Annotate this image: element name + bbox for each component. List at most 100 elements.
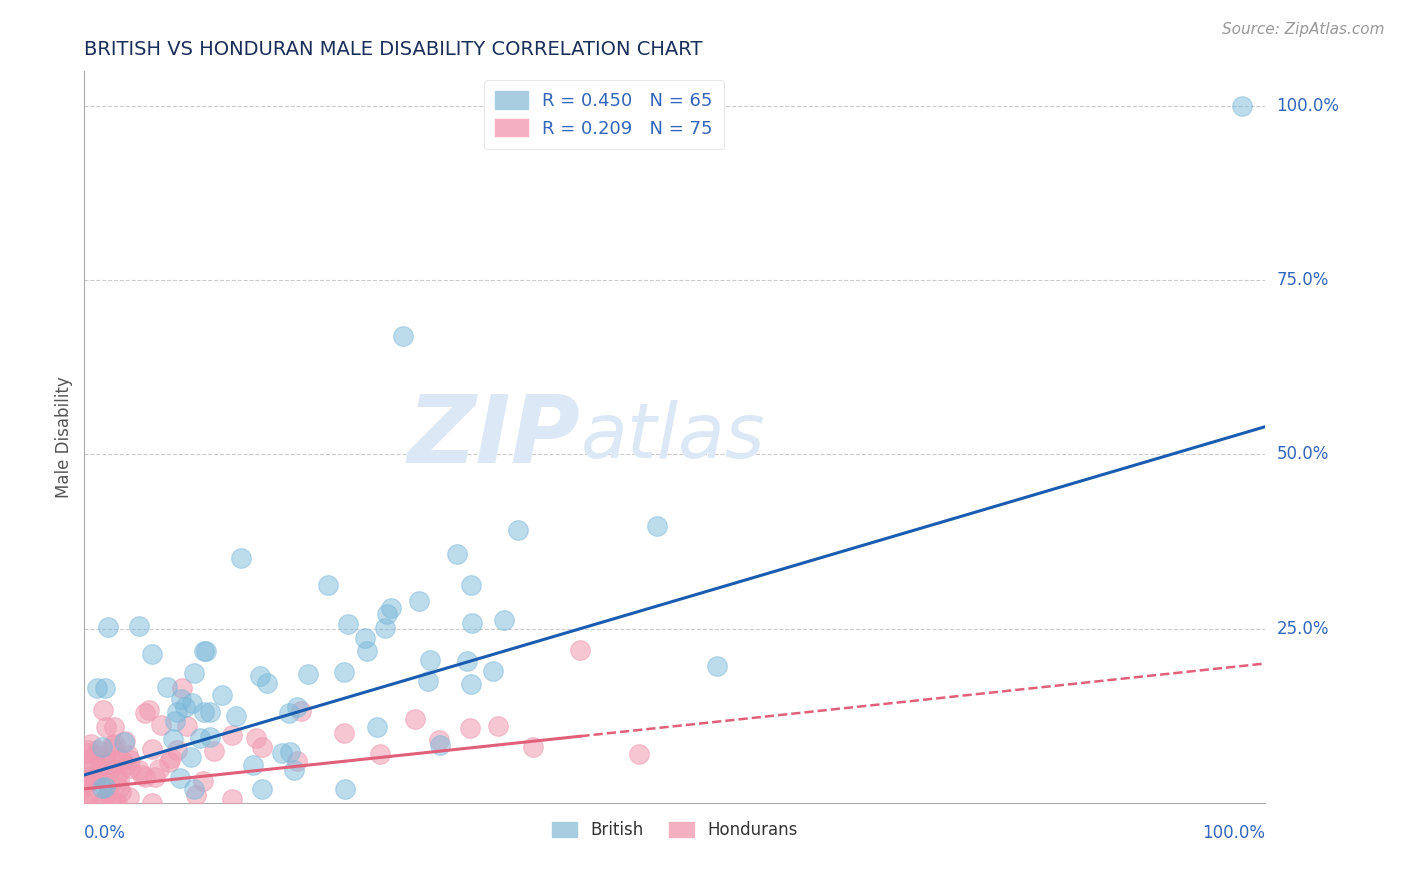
Point bbox=[188, 731, 211, 746]
Point bbox=[183, 781, 205, 796]
Point bbox=[458, 721, 481, 735]
Point bbox=[90, 796, 112, 810]
Text: 100.0%: 100.0% bbox=[1277, 97, 1340, 115]
Point bbox=[94, 751, 117, 765]
Point bbox=[506, 523, 529, 537]
Text: 25.0%: 25.0% bbox=[1277, 620, 1329, 638]
Point bbox=[134, 770, 156, 784]
Point bbox=[290, 705, 312, 719]
Point bbox=[180, 750, 202, 764]
Text: 100.0%: 100.0% bbox=[1202, 823, 1265, 841]
Point bbox=[138, 702, 160, 716]
Point bbox=[333, 726, 356, 740]
Point bbox=[180, 696, 202, 710]
Point bbox=[77, 773, 100, 788]
Point bbox=[285, 754, 308, 768]
Point bbox=[460, 676, 482, 690]
Point bbox=[297, 666, 319, 681]
Point bbox=[76, 743, 98, 757]
Point bbox=[569, 642, 592, 657]
Point bbox=[94, 775, 117, 789]
Point bbox=[76, 789, 98, 804]
Point bbox=[283, 763, 305, 777]
Point bbox=[221, 792, 243, 806]
Point bbox=[162, 732, 184, 747]
Point bbox=[77, 769, 100, 783]
Point bbox=[100, 738, 122, 752]
Point bbox=[221, 728, 243, 742]
Point bbox=[84, 771, 107, 785]
Point bbox=[110, 785, 132, 799]
Point bbox=[183, 666, 205, 681]
Point bbox=[134, 706, 156, 720]
Point bbox=[100, 761, 122, 775]
Point bbox=[100, 757, 122, 772]
Text: ZIP: ZIP bbox=[408, 391, 581, 483]
Point bbox=[482, 664, 505, 678]
Point bbox=[94, 681, 117, 696]
Point bbox=[80, 754, 103, 768]
Point bbox=[128, 763, 150, 777]
Point bbox=[75, 776, 97, 790]
Point bbox=[118, 789, 141, 804]
Point bbox=[80, 772, 103, 786]
Point bbox=[250, 740, 273, 755]
Point bbox=[353, 632, 375, 646]
Point bbox=[160, 751, 183, 765]
Point bbox=[79, 796, 101, 810]
Point bbox=[225, 709, 247, 723]
Point bbox=[148, 762, 170, 776]
Point bbox=[1230, 99, 1253, 113]
Point bbox=[202, 744, 225, 758]
Point bbox=[461, 616, 484, 631]
Point bbox=[285, 700, 308, 714]
Point bbox=[115, 757, 138, 772]
Point bbox=[332, 665, 354, 679]
Point bbox=[318, 578, 340, 592]
Point bbox=[86, 681, 108, 696]
Point bbox=[117, 748, 139, 763]
Point bbox=[194, 644, 217, 658]
Point bbox=[522, 740, 544, 755]
Point bbox=[97, 620, 120, 634]
Point bbox=[335, 781, 357, 796]
Point bbox=[242, 758, 264, 772]
Point bbox=[392, 329, 415, 343]
Text: Source: ZipAtlas.com: Source: ZipAtlas.com bbox=[1222, 22, 1385, 37]
Point bbox=[97, 786, 120, 800]
Point bbox=[75, 779, 97, 793]
Point bbox=[111, 753, 134, 767]
Point bbox=[211, 689, 233, 703]
Point bbox=[105, 770, 128, 784]
Point bbox=[128, 619, 150, 633]
Point bbox=[108, 752, 131, 766]
Text: atlas: atlas bbox=[581, 401, 765, 474]
Point bbox=[91, 763, 114, 777]
Point bbox=[141, 796, 163, 810]
Text: 0.0%: 0.0% bbox=[84, 823, 127, 841]
Point bbox=[86, 743, 108, 757]
Point bbox=[191, 773, 214, 788]
Point bbox=[174, 700, 197, 714]
Point bbox=[486, 719, 509, 733]
Point bbox=[460, 578, 482, 592]
Point bbox=[143, 770, 166, 784]
Point bbox=[200, 730, 222, 744]
Point bbox=[375, 607, 398, 622]
Point bbox=[91, 703, 114, 717]
Point bbox=[141, 648, 163, 662]
Point bbox=[249, 669, 271, 683]
Point bbox=[104, 737, 127, 751]
Point bbox=[419, 653, 441, 667]
Point bbox=[80, 737, 103, 751]
Point bbox=[93, 793, 115, 807]
Point bbox=[456, 654, 478, 668]
Point bbox=[408, 594, 430, 608]
Point bbox=[416, 674, 439, 689]
Point bbox=[82, 771, 104, 785]
Point bbox=[82, 751, 104, 765]
Point bbox=[166, 743, 188, 757]
Point bbox=[193, 644, 215, 658]
Point bbox=[404, 712, 426, 726]
Point bbox=[380, 601, 402, 615]
